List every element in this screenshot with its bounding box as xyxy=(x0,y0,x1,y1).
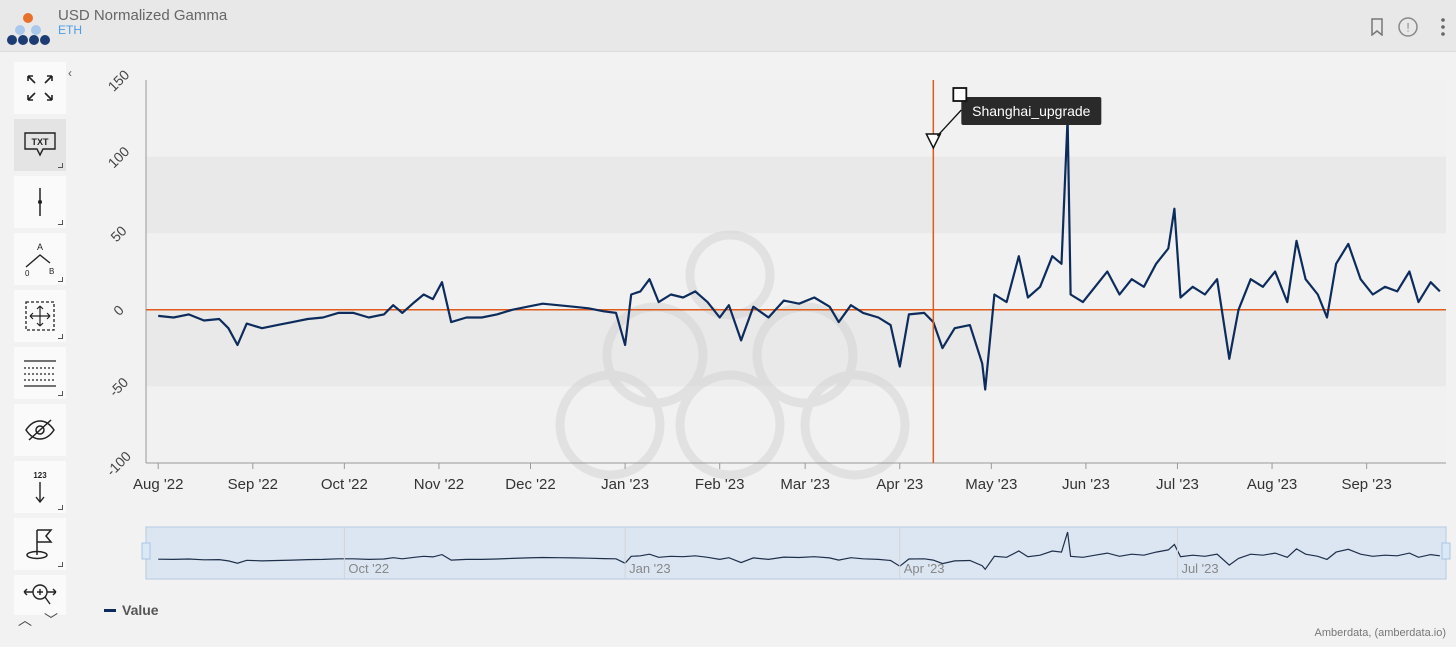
watermark-circle xyxy=(675,370,785,480)
annotation-label: Shanghai_upgrade xyxy=(961,97,1102,125)
fullscreen-icon xyxy=(27,75,53,101)
legend-item-value[interactable]: Value xyxy=(104,602,159,618)
x-tick-label: Dec '22 xyxy=(505,476,555,493)
label-123: 123 xyxy=(33,471,47,480)
svg-text:!: ! xyxy=(1406,21,1409,35)
hide-icon xyxy=(25,419,55,441)
x-tick-label: Jul '23 xyxy=(1156,476,1199,493)
navigator-handle-left[interactable] xyxy=(141,542,151,560)
crosshair-zoom-icon xyxy=(25,301,55,331)
hide-annotations-button[interactable] xyxy=(14,404,66,456)
more-options-icon[interactable] xyxy=(1432,16,1454,38)
label-value-button[interactable]: 123 xyxy=(14,461,66,513)
x-tick-label: Sep '23 xyxy=(1341,476,1391,493)
x-tick-label: Feb '23 xyxy=(695,476,745,493)
pan-zoom-icon xyxy=(23,584,57,605)
x-tick-label: Mar '23 xyxy=(780,476,830,493)
vertical-line-icon xyxy=(38,188,42,216)
measure-icon: A 0 B xyxy=(25,242,54,277)
x-tick-label: Nov '22 xyxy=(414,476,464,493)
x-tick-label: Aug '23 xyxy=(1247,476,1297,493)
info-icon[interactable]: ! xyxy=(1397,16,1419,38)
x-tick-label: Sep '22 xyxy=(228,476,278,493)
x-tick-label: May '23 xyxy=(965,476,1017,493)
annotation-connector xyxy=(936,109,962,137)
series-line-value xyxy=(158,117,1441,391)
watermark-circle xyxy=(800,370,910,480)
chart-header: USD Normalized Gamma ETH ! xyxy=(0,0,1456,52)
collapse-toolbar-arrow[interactable]: ‹ xyxy=(68,66,72,80)
x-tick-label: Apr '23 xyxy=(876,476,923,493)
amberdata-logo xyxy=(7,13,50,45)
y-tick-label: 150 xyxy=(105,66,133,94)
flag-button[interactable] xyxy=(14,518,66,570)
navigator-mask xyxy=(145,526,1447,580)
annotation-label-text: Shanghai_upgrade xyxy=(972,103,1091,119)
credits-link[interactable]: Amberdata, (amberdata.io) xyxy=(1314,627,1446,639)
flag-icon xyxy=(26,529,53,560)
navigator-tick-label: Apr '23 xyxy=(904,561,945,576)
x-tick-label: Jan '23 xyxy=(601,476,649,493)
annotation-handle xyxy=(952,87,968,102)
horizontal-grid-button[interactable] xyxy=(14,347,66,399)
measure-button[interactable]: A 0 B xyxy=(14,233,66,285)
navigator-series xyxy=(158,531,1440,571)
scroll-down-icon[interactable]: ﹀ xyxy=(44,612,58,628)
label-value-icon: 123 xyxy=(33,471,47,504)
watermark-logo xyxy=(555,230,910,480)
navigator-tick-label: Jan '23 xyxy=(629,561,671,576)
y-tick-label: 0 xyxy=(110,302,127,319)
plot-band xyxy=(146,80,1446,157)
scroll-up-icon[interactable]: ︿ xyxy=(18,612,32,628)
navigator-tick-label: Oct '22 xyxy=(348,561,389,576)
y-tick-label: -50 xyxy=(106,374,132,400)
x-tick-label: Jun '23 xyxy=(1062,476,1110,493)
x-tick-label: Aug '22 xyxy=(133,476,183,493)
navigator-handle-right[interactable] xyxy=(1441,542,1451,560)
annotation-label-box xyxy=(961,97,1102,125)
watermark-circle xyxy=(685,230,775,320)
svg-text:A: A xyxy=(37,242,43,252)
text-annotation-icon: TXT xyxy=(24,132,56,157)
x-tick-label: Oct '22 xyxy=(321,476,368,493)
horizontal-grid-icon xyxy=(24,360,56,387)
y-tick-label: -100 xyxy=(103,448,134,479)
navigator-tick-label: Jul '23 xyxy=(1181,561,1218,576)
pan-zoom-button[interactable] xyxy=(14,575,66,615)
y-tick-label: 50 xyxy=(107,222,129,244)
crosshair-zoom-button[interactable] xyxy=(14,290,66,342)
chart-title: USD Normalized Gamma xyxy=(58,7,228,24)
text-annotation-button[interactable]: TXT xyxy=(14,119,66,171)
svg-text:B: B xyxy=(49,267,54,276)
legend-swatch xyxy=(104,608,116,612)
legend-label: Value xyxy=(122,602,159,618)
watermark-circle xyxy=(752,302,858,408)
fullscreen-button[interactable] xyxy=(14,62,66,114)
plot-band xyxy=(146,309,1446,387)
plot-band xyxy=(146,156,1446,234)
y-tick-label: 100 xyxy=(105,143,133,171)
watermark-circle xyxy=(555,370,665,480)
txt-label: TXT xyxy=(32,137,50,147)
asset-label: ETH xyxy=(58,23,82,37)
svg-text:0: 0 xyxy=(25,269,30,277)
annotation-marker xyxy=(925,133,942,150)
toolbar-scroll-arrows: ︿ ﹀ xyxy=(18,610,58,630)
bookmark-icon[interactable] xyxy=(1366,16,1388,38)
annotation-toolbar: TXT A 0 B 1 xyxy=(14,62,66,620)
plot-band xyxy=(146,233,1446,310)
vertical-line-button[interactable] xyxy=(14,176,66,228)
